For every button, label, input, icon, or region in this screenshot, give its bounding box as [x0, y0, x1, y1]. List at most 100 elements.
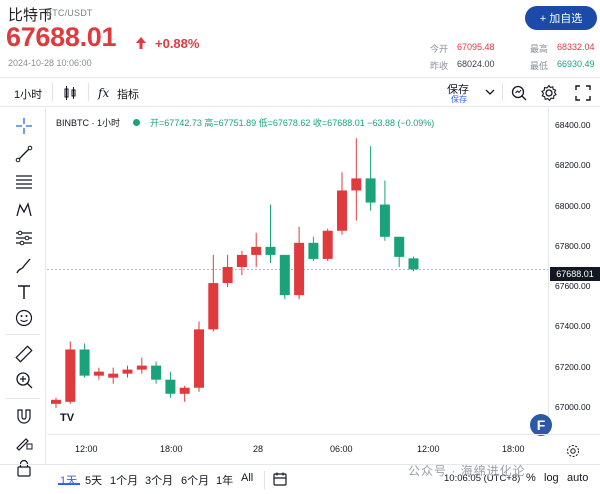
candle-body: [408, 258, 419, 270]
legend-symbol: BINBTC · 1小时: [56, 118, 121, 128]
candle-body: [394, 236, 405, 257]
drawing-toolbar: [0, 108, 46, 477]
prev-close-value: 68024.00: [457, 59, 495, 69]
range-button[interactable]: 1天: [60, 475, 78, 487]
y-tick-label: 68200.00: [555, 160, 591, 171]
last-price: 67688.01: [6, 22, 117, 52]
date-range-icon[interactable]: [272, 471, 288, 487]
candle-body: [294, 242, 305, 296]
crosshair-icon[interactable]: [14, 116, 34, 136]
timestamp: 2024-10-28 10:06:00: [8, 58, 92, 68]
candle-body: [251, 246, 262, 255]
pattern-icon[interactable]: [14, 200, 34, 220]
y-tick-label: 67800.00: [555, 240, 591, 251]
tool-divider: [6, 334, 40, 335]
f-logo: F: [530, 414, 552, 436]
chart-toolbar: 1小时 fx 指标 保存 保存: [0, 77, 600, 107]
candle-body: [279, 254, 290, 296]
candle-body: [365, 178, 376, 203]
candlestick-chart[interactable]: [47, 108, 552, 434]
bottom-bar: 10:06:05 (UTC+8) % log auto 1天 5天 1个月 3个月 6个…: [0, 464, 600, 494]
range-button[interactable]: 1个月: [110, 475, 139, 487]
chevron-down-icon[interactable]: [485, 88, 495, 96]
candle-body: [351, 178, 362, 191]
asset-pair: BTC/USDT: [46, 8, 93, 18]
y-tick-label: 68000.00: [555, 200, 591, 211]
last-price-tag: 67688.01: [550, 267, 600, 281]
ruler-icon[interactable]: [14, 344, 34, 364]
log-toggle[interactable]: log: [544, 472, 559, 484]
high-value: 68332.04: [557, 42, 595, 52]
candle-style-icon[interactable]: [62, 85, 78, 101]
range-button[interactable]: All: [241, 472, 254, 484]
candle-body: [194, 329, 204, 388]
range-button[interactable]: 6个月: [181, 475, 210, 487]
save-sub-label: 保存: [451, 95, 467, 104]
candle-body: [208, 283, 219, 330]
toolbar-divider: [88, 83, 89, 101]
fib-icon[interactable]: [14, 172, 34, 192]
low-value: 66930.49: [557, 59, 595, 69]
gear-icon[interactable]: [540, 84, 558, 102]
change-percent: +0.88%: [155, 36, 200, 51]
lock-icon[interactable]: [14, 458, 34, 478]
asset-name: 比特币: [8, 7, 54, 24]
add-watchlist-button[interactable]: + 加自选: [525, 6, 597, 30]
magnet-icon[interactable]: [14, 406, 34, 426]
candle-body: [136, 365, 147, 370]
bottom-divider: [264, 471, 265, 489]
range-button[interactable]: 3个月: [145, 475, 174, 487]
axis-settings-icon[interactable]: [566, 444, 580, 458]
active-range-indicator: [58, 483, 80, 485]
emoji-icon[interactable]: [14, 308, 34, 328]
zoom-icon[interactable]: [14, 370, 34, 390]
svg-text:fx: fx: [97, 86, 109, 100]
toolbar-divider: [502, 83, 503, 101]
high-label: 最高: [530, 44, 549, 54]
price-axis[interactable]: 68400.00 68200.00 68000.00 67800.00 67600.00…: [548, 108, 600, 434]
toolbar-divider: [52, 83, 53, 101]
candle-body: [122, 369, 133, 374]
candle-body: [93, 371, 104, 376]
fx-icon[interactable]: fx: [97, 85, 113, 101]
time-axis[interactable]: 12:00 18:00 28 06:00 12:00 18:00: [47, 434, 600, 464]
low-label: 最低: [530, 61, 549, 71]
y-tick-label: 67000.00: [555, 401, 591, 412]
percent-toggle[interactable]: %: [526, 472, 536, 484]
indicators-button[interactable]: 指标: [117, 89, 139, 101]
status-dot: [132, 119, 140, 126]
open-value: 67095.48: [457, 42, 495, 52]
candle-body: [151, 365, 162, 380]
x-tick-label: 18:00: [502, 444, 525, 454]
y-tick-label: 67400.00: [555, 321, 591, 332]
auto-toggle[interactable]: auto: [567, 472, 589, 484]
candle-body: [337, 190, 347, 231]
candle-body: [322, 230, 333, 259]
range-button[interactable]: 1年: [216, 475, 234, 487]
save-button[interactable]: 保存: [447, 84, 469, 96]
candle-body: [222, 266, 233, 284]
x-tick-label: 28: [253, 444, 264, 454]
text-icon[interactable]: [14, 282, 34, 302]
lock-draw-icon[interactable]: [14, 432, 34, 452]
candle-body: [165, 379, 176, 394]
y-tick-label: 67200.00: [555, 361, 591, 372]
candle-body: [236, 254, 247, 267]
legend-ohlc: 开=67742.73 高=67751.89 低=67678.62 收=67688…: [150, 118, 435, 128]
tool-divider: [6, 398, 40, 399]
y-tick-label: 67600.00: [555, 281, 591, 292]
interval-selector[interactable]: 1小时: [14, 89, 43, 101]
watermark: 公众号 · 海绵进化论: [408, 464, 526, 478]
prev-close-label: 昨收: [430, 61, 449, 71]
fullscreen-icon[interactable]: [574, 84, 592, 102]
projection-icon[interactable]: [14, 228, 34, 248]
open-label: 今开: [430, 44, 449, 54]
trendline-icon[interactable]: [14, 144, 34, 164]
range-button[interactable]: 5天: [85, 475, 103, 487]
x-tick-label: 12:00: [417, 444, 440, 454]
candle-body: [379, 204, 390, 237]
candle-body: [79, 349, 90, 376]
quick-search-icon[interactable]: [510, 84, 528, 102]
clock-time[interactable]: 10:06:05 (UTC+8): [444, 473, 521, 484]
brush-icon[interactable]: [14, 256, 34, 276]
